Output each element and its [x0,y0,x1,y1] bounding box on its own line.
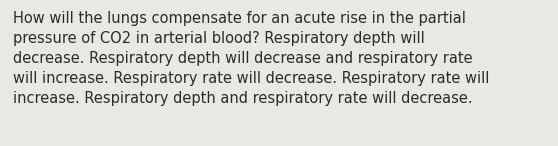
Text: How will the lungs compensate for an acute rise in the partial
pressure of CO2 i: How will the lungs compensate for an acu… [13,11,489,106]
